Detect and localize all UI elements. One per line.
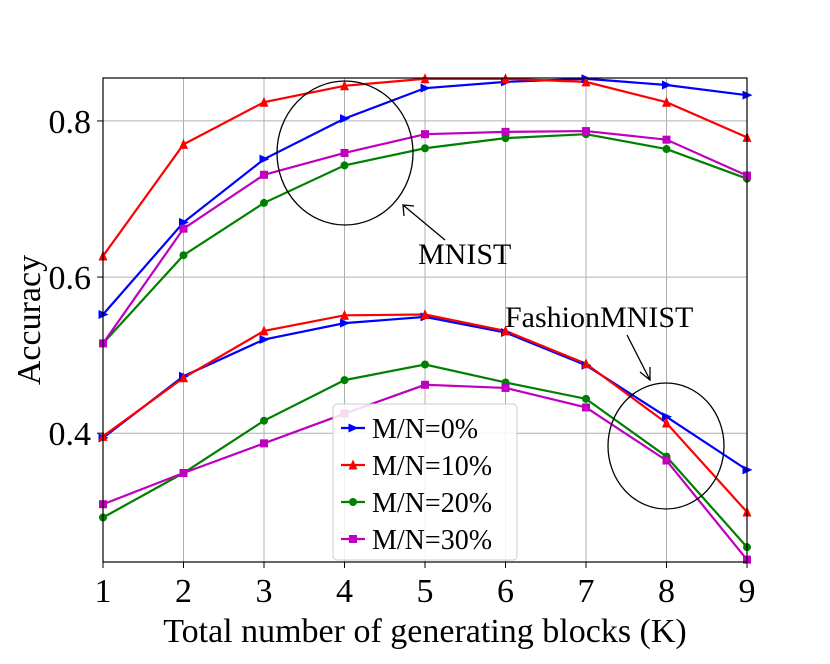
x-tick-label: 7 [578,573,595,610]
mnist-mn-30pct-point [260,170,268,179]
tick-labels: 1 2 3 4 5 6 7 8 9 0.4 0.6 0.8 [49,104,756,610]
legend-swatch-marker [349,498,357,506]
y-tick-label: 0.4 [49,416,92,453]
x-tick-label: 3 [256,573,273,610]
legend: M/N=0% M/N=10% M/N=20% M/N=30% [332,403,518,561]
mnist-annotation-label: MNIST [418,238,511,271]
mnist-mn-30pct-point [340,148,349,157]
fashionmnist-mn-10pct-point [259,325,269,336]
fashionmnist-mn-10pct-point [179,372,188,383]
fashionmnist-mn-0pct-point [340,318,350,328]
x-tick-label: 1 [95,573,112,610]
fashionmnist-mn-20pct-point [340,376,349,385]
mnist-mn-20pct-point [662,145,671,154]
mnist-mn-0pct-point [340,114,350,124]
mnist-mn-30pct-point [662,135,671,144]
legend-label: M/N=10% [372,451,492,482]
fashionmnist-mn-0pct-point [662,412,672,422]
mnist-arrowhead [402,204,415,217]
legend-label: M/N=20% [372,488,492,519]
legend-label: M/N=30% [372,525,492,556]
fashionmnist-mn-30pct-point [179,469,188,478]
plot-frame [102,77,748,563]
mnist-mn-20pct-point [501,134,510,143]
mnist-mn-20pct-point [179,251,188,260]
fashionmnist-mn-30pct-point [501,383,510,392]
annotations: MNIST FashionMNIST [276,80,725,510]
fashionmnist-annotation-label: FashionMNIST [505,301,693,334]
legend-box [332,403,518,561]
mnist-mn-20pct-point [421,144,429,153]
mnist-ellipse [276,80,414,226]
fashionmnist-mn-30pct-point [662,456,671,465]
mnist-mn-30pct-point [582,127,590,136]
x-tick-label: 5 [417,573,434,610]
legend-entries: M/N=0% M/N=10% M/N=20% M/N=30% [341,414,492,556]
mnist-mn-10pct-point [662,96,671,107]
legend-label: M/N=0% [372,414,478,445]
fashionmnist-arrowhead [639,367,651,382]
fashionmnist-arrow [626,334,651,381]
fashionmnist-mn-10pct-point [501,325,510,336]
fashionmnist-mn-30pct-point [582,403,590,412]
y-tick-label: 0.8 [49,104,92,141]
fashionmnist-mn-10pct-point [581,358,591,369]
y-tick-label: 0.6 [49,260,92,297]
fashionmnist-mn-30pct-point [421,380,429,389]
fashionmnist-mn-20pct-point [260,416,268,425]
mnist-mn-30pct-point [421,130,429,139]
legend-swatch-marker [349,535,357,543]
fashionmnist-mn-20pct-point [421,360,429,369]
fashionmnist-mn-10pct-point [662,417,671,428]
x-tick-label: 8 [658,573,675,610]
x-tick-label: 9 [739,573,756,610]
x-tick-label: 6 [497,573,514,610]
x-tick-label: 2 [175,573,192,610]
legend-swatch-marker [348,423,359,433]
mnist-mn-0pct-point [420,83,431,93]
fashionmnist-mn-10pct-point [340,309,349,320]
fashionmnist-ellipse [607,382,725,510]
fashionmnist-mn-10pct-point [420,309,430,320]
mnist-mn-20pct-point [340,161,349,170]
y-axis-label: Accuracy [11,255,48,385]
mnist-mn-30pct-point [501,127,510,136]
mnist-mn-20pct-point [260,198,268,207]
mnist-mn-0pct-point [662,80,672,90]
fashionmnist-mn-20pct-point [582,394,590,403]
legend-swatch-marker [348,459,358,470]
mnist-mn-10pct-point [340,80,349,91]
x-axis-label: Total number of generating blocks (K) [163,613,687,650]
mnist-mn-0pct-point [259,154,270,164]
x-tick-label: 4 [336,573,353,610]
mnist-mn-10pct-point [259,96,269,107]
fashionmnist-mn-30pct-point [260,439,268,448]
mnist-mn-30pct-point [179,224,188,233]
mnist-mn-10pct-point [179,138,188,149]
mnist-arrow [402,204,446,241]
fashionmnist-mn-0pct-point [259,335,270,345]
mnist-mn-10pct-point [581,76,591,87]
